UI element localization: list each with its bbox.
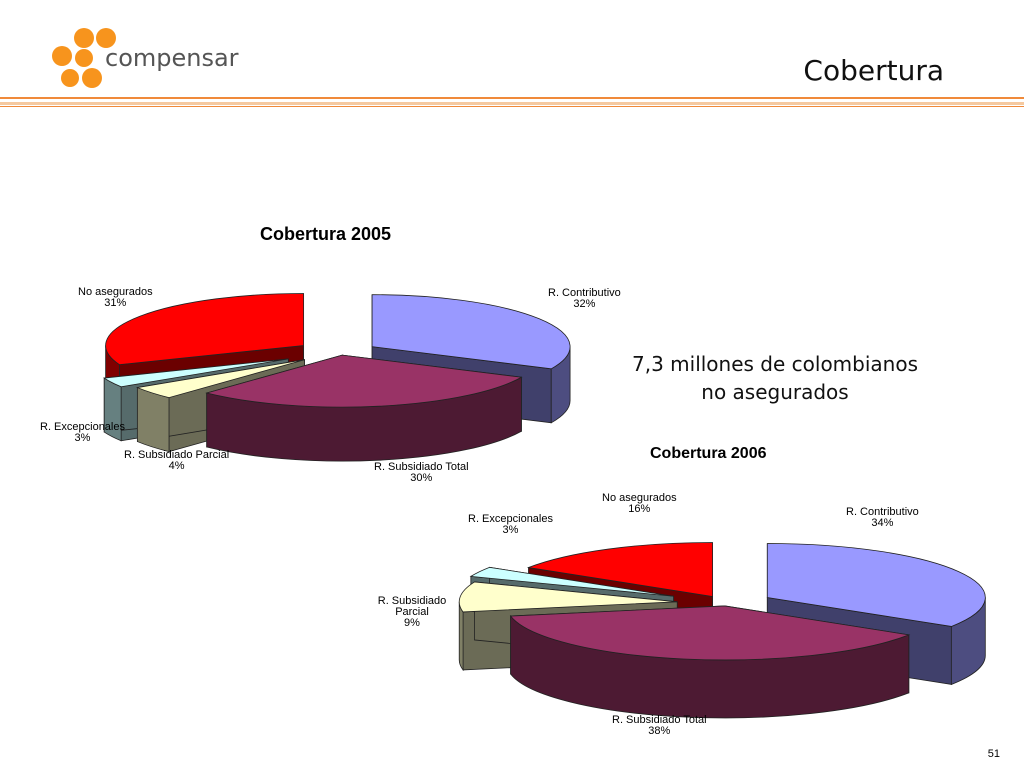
slice-label: R. Subsidiado Parcial 9%	[377, 595, 447, 629]
header-divider	[0, 106, 1024, 107]
pie-slice	[509, 605, 911, 719]
header-divider	[0, 102, 1024, 105]
slice-label: No asegurados 31%	[78, 286, 153, 309]
logo-dot	[75, 49, 93, 67]
logo-dot	[52, 46, 72, 66]
slice-label: R. Excepcionales 3%	[468, 513, 553, 536]
logo-dot	[96, 28, 116, 48]
note-text: 7,3 millones de colombianos no asegurados	[631, 352, 918, 404]
header-divider	[0, 97, 1024, 99]
slice-label: R. Contributivo 34%	[846, 506, 919, 529]
slice-label: R. Contributivo 32%	[548, 287, 621, 310]
slice-label: R. Subsidiado Total 38%	[612, 714, 707, 737]
slice-label: R. Excepcionales 3%	[40, 421, 125, 444]
page-number: 51	[987, 748, 1000, 760]
compensar-logo	[52, 28, 116, 88]
chart-title-2006: Cobertura 2006	[650, 445, 767, 462]
logo-dot	[82, 68, 102, 88]
logo-dot	[61, 69, 79, 87]
slice-label: No asegurados 16%	[602, 492, 677, 515]
pie-slice	[205, 354, 523, 462]
slide-title: Cobertura	[803, 54, 944, 87]
slice-label: R. Subsidiado Parcial 4%	[124, 449, 230, 472]
logo-dot	[74, 28, 94, 48]
logo-text: compensar	[105, 44, 239, 72]
slice-label: R. Subsidiado Total 30%	[374, 461, 469, 484]
chart-title-2005: Cobertura 2005	[260, 224, 392, 244]
